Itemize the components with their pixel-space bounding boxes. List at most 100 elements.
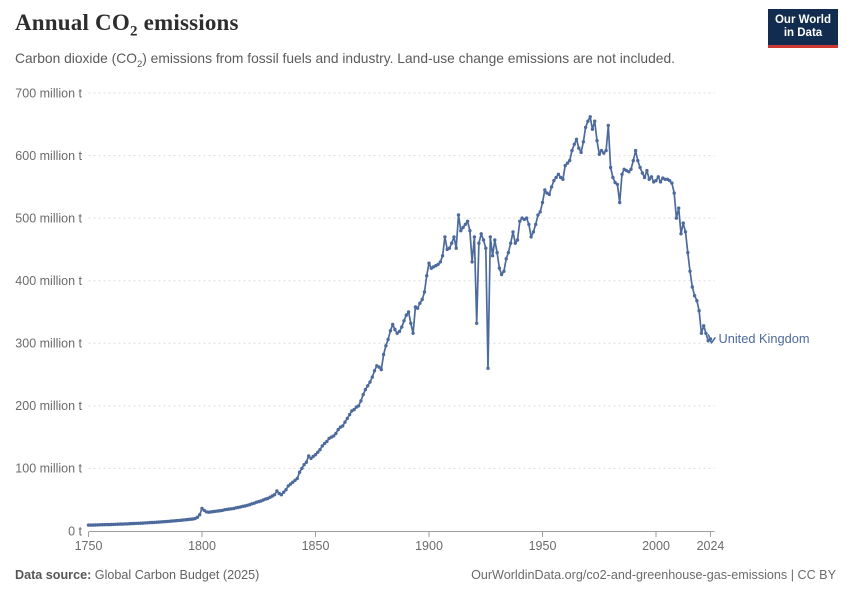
data-point <box>602 151 606 155</box>
y-tick-label: 300 million t <box>15 337 82 351</box>
data-point <box>345 416 349 421</box>
data-point <box>590 127 595 131</box>
data-point <box>352 407 356 412</box>
y-tick-label: 400 million t <box>15 274 82 288</box>
data-point <box>472 235 477 239</box>
entity-label-united-kingdom[interactable]: United Kingdom <box>718 331 809 346</box>
data-point <box>524 216 529 220</box>
data-point <box>377 365 381 369</box>
data-point <box>577 146 581 150</box>
data-point <box>595 138 599 143</box>
data-point <box>615 182 620 187</box>
data-point <box>540 200 545 205</box>
data-point <box>450 241 454 245</box>
data-point <box>656 175 660 179</box>
data-point <box>706 339 710 343</box>
data-point <box>341 424 345 428</box>
chart-header: Annual CO2 emissions Carbon dioxide (CO2… <box>15 10 755 70</box>
data-point <box>275 489 279 493</box>
data-point <box>686 250 690 255</box>
data-point <box>611 175 615 180</box>
y-tick-label: 600 million t <box>15 149 82 163</box>
data-point <box>359 399 363 403</box>
data-point <box>481 238 486 242</box>
data-point <box>638 165 642 170</box>
data-point <box>320 444 324 448</box>
data-point <box>422 290 427 294</box>
data-point <box>574 137 579 141</box>
data-point <box>459 229 463 233</box>
data-point <box>681 221 685 225</box>
data-point <box>627 170 631 174</box>
data-point <box>284 488 288 492</box>
data-point <box>506 250 511 255</box>
data-point <box>502 269 506 273</box>
data-point <box>334 431 338 436</box>
y-tick-label: 700 million t <box>15 86 82 100</box>
data-point <box>658 180 663 184</box>
data-point <box>438 260 443 264</box>
data-point <box>454 246 458 250</box>
data-point <box>613 180 617 185</box>
data-point <box>347 412 352 417</box>
data-point <box>386 337 390 342</box>
data-point <box>370 375 374 379</box>
data-point <box>279 493 284 497</box>
data-line-united-kingdom[interactable] <box>87 115 712 526</box>
data-point <box>406 310 411 314</box>
data-point <box>486 366 490 370</box>
data-point <box>313 453 318 457</box>
data-point <box>302 463 306 467</box>
owid-logo[interactable]: Our World in Data <box>768 9 838 48</box>
data-point <box>200 506 204 511</box>
chart-title: Annual CO2 emissions <box>15 10 239 40</box>
data-point <box>495 250 499 255</box>
line-end-arrow-icon <box>707 334 716 344</box>
data-point <box>415 306 420 310</box>
data-point <box>195 515 200 519</box>
data-point <box>529 235 533 239</box>
data-point <box>307 454 311 458</box>
data-point <box>311 454 315 459</box>
data-point <box>547 192 551 197</box>
data-point <box>695 299 699 303</box>
owid-logo-line1: Our World <box>774 14 831 26</box>
data-point <box>554 175 558 180</box>
data-point <box>291 480 295 484</box>
data-point <box>490 254 495 258</box>
data-point <box>497 266 502 270</box>
data-point <box>456 213 461 217</box>
data-point <box>332 434 336 438</box>
data-point <box>586 119 590 123</box>
data-point <box>645 168 649 173</box>
data-point <box>404 313 408 317</box>
data-point <box>372 369 377 373</box>
data-point <box>667 178 672 183</box>
data-point <box>683 230 688 234</box>
data-point <box>288 482 293 486</box>
data-point <box>538 210 542 214</box>
data-point <box>649 175 654 179</box>
data-point <box>463 222 467 227</box>
data-point <box>593 119 597 123</box>
data-point <box>583 125 588 130</box>
data-point <box>198 513 202 517</box>
data-point <box>647 177 651 181</box>
data-point <box>493 238 497 242</box>
data-point <box>636 158 640 163</box>
data-point <box>488 235 492 239</box>
data-point <box>654 178 658 183</box>
x-tick-label: 2024 <box>697 539 725 553</box>
data-point <box>393 327 397 332</box>
data-point <box>443 235 447 239</box>
data-point <box>379 367 383 372</box>
data-point <box>672 191 676 195</box>
data-point <box>677 206 681 210</box>
data-point <box>336 427 340 432</box>
data-point <box>620 172 624 176</box>
citation-link[interactable]: OurWorldinData.org/co2-and-greenhouse-ga… <box>471 568 836 582</box>
data-point <box>570 148 574 153</box>
y-tick-label: 0 t <box>68 524 82 538</box>
owid-logo-line2: in Data <box>783 27 823 39</box>
